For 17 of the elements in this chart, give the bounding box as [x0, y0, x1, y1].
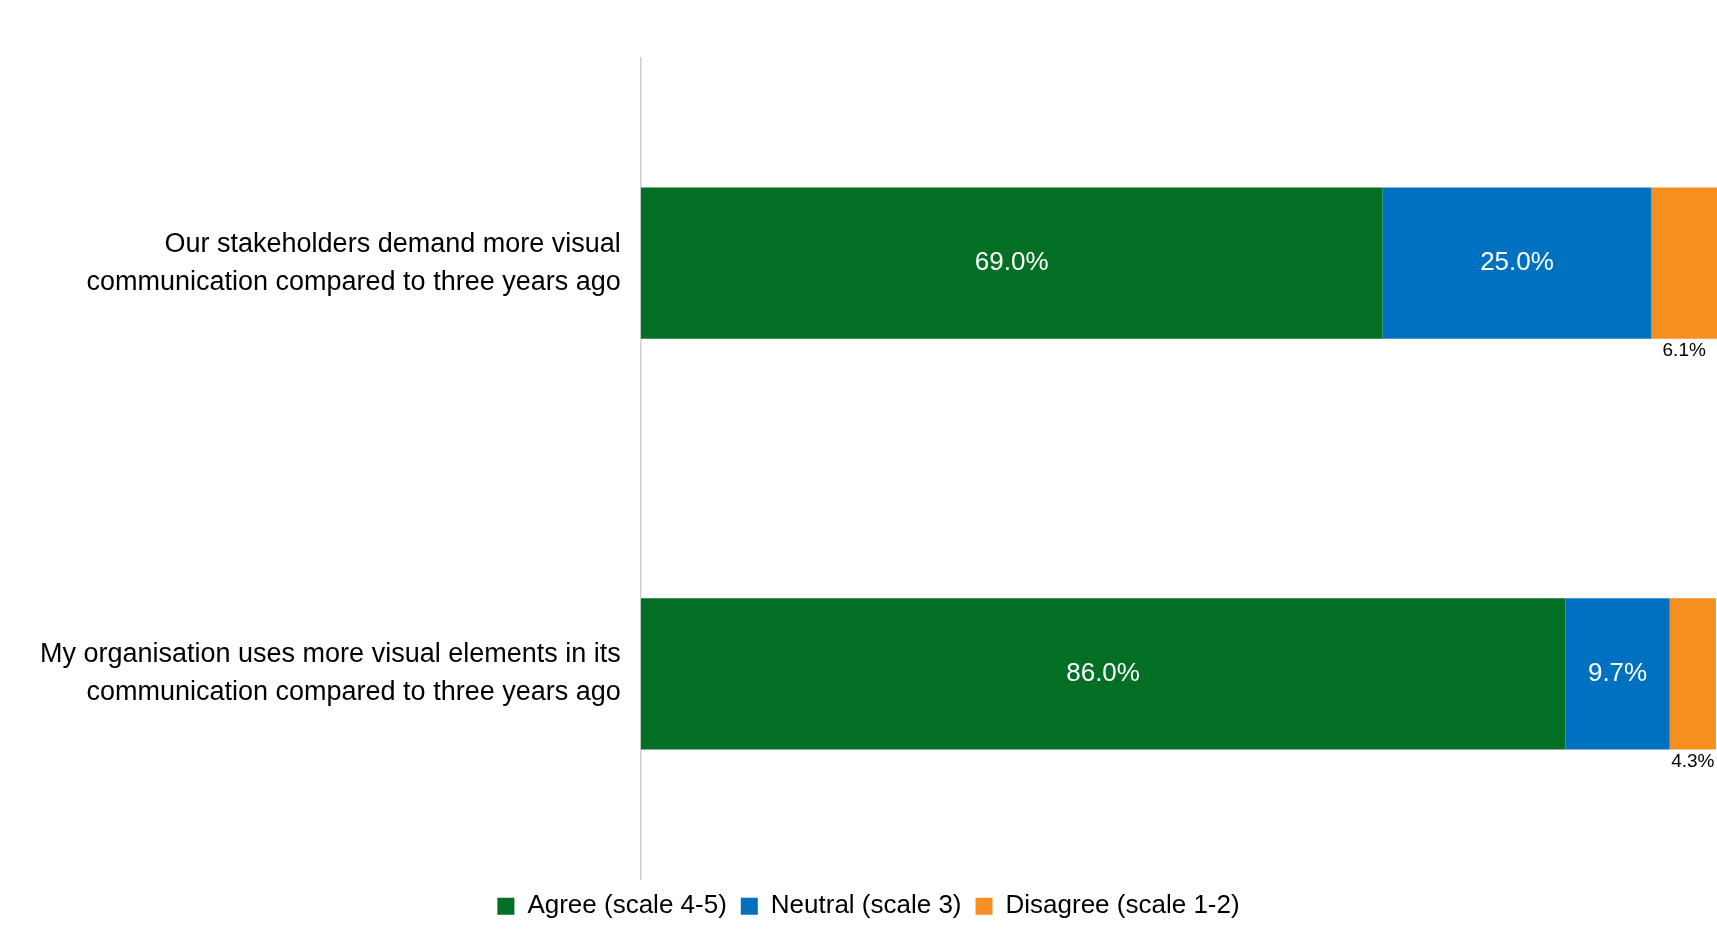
data-label: 25.0% — [1480, 246, 1554, 277]
data-label: 9.7% — [1587, 657, 1648, 688]
legend-label: Neutral (scale 3) — [770, 889, 962, 920]
bar — [640, 598, 1566, 750]
legend-label: Disagree (scale 1-2) — [1005, 889, 1240, 920]
bar — [1565, 598, 1670, 750]
bar — [640, 187, 1383, 339]
data-label: 6.1% — [1662, 338, 1706, 360]
bar — [1382, 187, 1652, 339]
y-tick-label: Our stakeholders demand more visual communication compared to three years ago — [86, 227, 621, 296]
legend-label: Agree (scale 4-5) — [527, 889, 727, 920]
data-label: 86.0% — [1066, 657, 1140, 688]
data-label: 4.3% — [1671, 749, 1715, 771]
bar — [1651, 187, 1717, 339]
data-label: 69.0% — [974, 246, 1049, 277]
y-tick-label: My organisation uses more visual elements in its communication compared to three years ago — [39, 638, 621, 707]
bar — [1669, 598, 1716, 750]
